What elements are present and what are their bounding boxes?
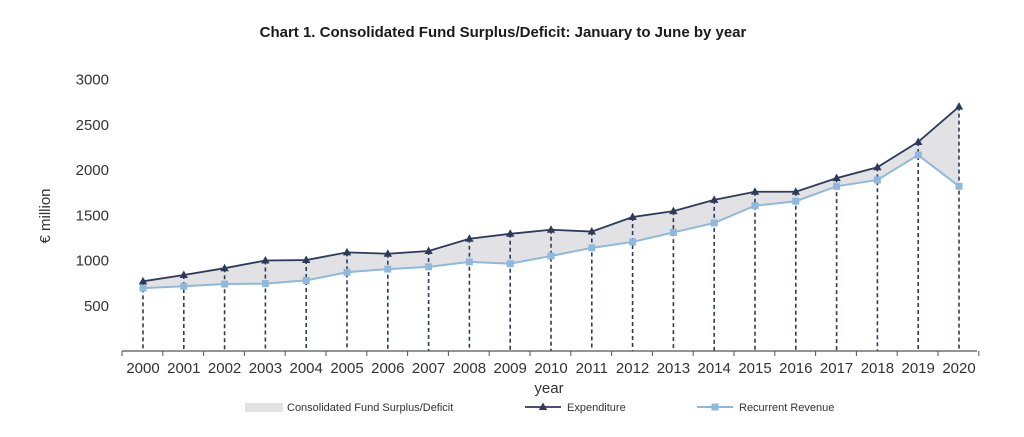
expenditure-point: [873, 162, 882, 171]
legend-swatch-surplus-deficit: [245, 403, 283, 412]
x-tick-label: 2017: [820, 360, 853, 377]
x-tick-label: 2016: [779, 360, 812, 377]
expenditure-point: [832, 173, 841, 182]
recurrent-revenue-point: [669, 228, 677, 236]
y-tick-label: 3000: [76, 72, 109, 89]
x-tick-label: 2001: [167, 360, 200, 377]
x-tick-label: 2009: [494, 360, 527, 377]
recurrent-revenue-point: [302, 276, 310, 284]
expenditure-point: [179, 270, 188, 278]
recurrent-revenue-point: [914, 151, 922, 159]
expenditure-point: [220, 263, 229, 272]
x-tick-label: 2015: [738, 360, 771, 377]
expenditure-point: [261, 256, 270, 264]
expenditure-point: [914, 137, 923, 145]
recurrent-revenue-point: [425, 263, 433, 271]
expenditure-point: [465, 234, 474, 242]
recurrent-revenue-point: [139, 284, 147, 292]
recurrent-revenue-point: [710, 219, 718, 227]
x-tick-label: 2012: [616, 360, 649, 377]
expenditure-point: [954, 102, 964, 110]
recurrent-revenue-point: [792, 197, 800, 205]
legend-label-surplus-deficit: Consolidated Fund Surplus/Deficit: [287, 402, 453, 414]
x-axis-label: year: [534, 380, 563, 397]
legend-label-recurrent-revenue: Recurrent Revenue: [739, 402, 834, 414]
x-tick-label: 2004: [290, 360, 323, 377]
recurrent-revenue-point: [465, 258, 473, 266]
x-tick-label: 2010: [534, 360, 567, 377]
recurrent-revenue-point: [588, 244, 596, 252]
expenditure-point: [587, 227, 596, 235]
y-axis-label: € million: [37, 188, 54, 243]
y-tick-label: 1500: [76, 207, 109, 224]
y-tick-label: 2500: [76, 117, 109, 134]
recurrent-revenue-point: [384, 265, 392, 273]
legend: Consolidated Fund Surplus/Deficit Expend…: [245, 402, 834, 414]
x-tick-label: 2000: [126, 360, 159, 377]
plot-area: 2000 2001 2002 2003 2004 2005 2006 2007 2008 2009…: [76, 72, 980, 377]
expenditure-point: [791, 187, 800, 195]
expenditure-point: [138, 276, 148, 285]
legend-label-expenditure: Expenditure: [567, 402, 626, 414]
x-tick-label: 2002: [208, 360, 241, 377]
x-tick-label: 2013: [657, 360, 690, 377]
x-tick-label: 2005: [330, 360, 363, 377]
expenditure-point: [669, 206, 678, 215]
recurrent-revenue-point: [506, 260, 514, 268]
legend-item-expenditure: [525, 402, 561, 410]
expenditure-point: [506, 229, 515, 237]
chart-title: Chart 1. Consolidated Fund Surplus/Defic…: [260, 24, 747, 41]
expenditure-point: [710, 195, 719, 203]
x-tick-label: 2020: [942, 360, 975, 377]
y-tick-label: 500: [84, 298, 109, 315]
legend-marker-expenditure: [538, 402, 548, 410]
recurrent-revenue-point: [629, 238, 637, 246]
expenditure-point: [546, 225, 556, 233]
x-tick-label: 2011: [576, 360, 608, 377]
expenditure-point: [424, 246, 433, 254]
y-tick-label: 2000: [76, 162, 109, 179]
recurrent-revenue-point: [221, 280, 229, 288]
expenditure-point: [750, 187, 760, 195]
legend-item-recurrent-revenue: [697, 403, 733, 411]
recurrent-revenue-point: [873, 176, 881, 184]
expenditure-point: [628, 212, 637, 221]
x-tick-label: 2018: [861, 360, 894, 377]
recurrent-revenue-point: [547, 252, 555, 260]
expenditure-point: [342, 247, 352, 256]
recurrent-revenue-point: [955, 182, 963, 190]
x-tick-label: 2006: [371, 360, 404, 377]
expenditure-point: [302, 255, 311, 264]
recurrent-revenue-point: [751, 202, 759, 210]
x-tick-label: 2014: [698, 360, 731, 377]
recurrent-revenue-point: [343, 268, 351, 276]
legend-marker-recurrent-revenue: [711, 403, 719, 411]
x-tick-label: 2003: [249, 360, 282, 377]
x-tick-label: 2019: [902, 360, 935, 377]
recurrent-revenue-point: [180, 282, 188, 290]
expenditure-point: [383, 249, 392, 257]
recurrent-revenue-point: [833, 182, 841, 190]
recurrent-revenue-point: [261, 280, 269, 288]
y-tick-label: 1000: [76, 253, 109, 270]
x-tick-label: 2007: [412, 360, 445, 377]
x-tick-label: 2008: [453, 360, 486, 377]
